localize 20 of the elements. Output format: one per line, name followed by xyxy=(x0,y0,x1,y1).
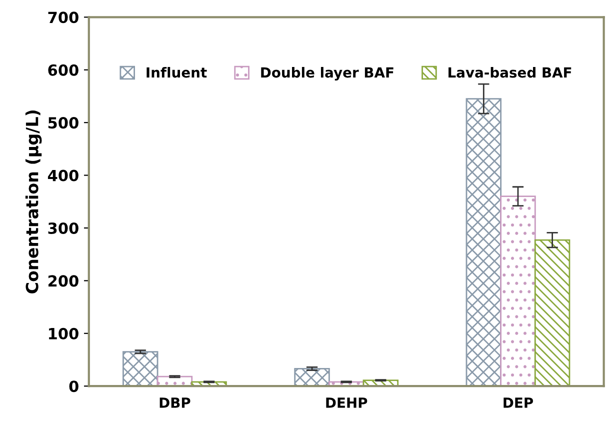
y-tick-label: 700 xyxy=(48,12,78,24)
legend-label: Lava-based BAF xyxy=(448,66,572,78)
y-tick-label: 200 xyxy=(48,275,78,287)
y-tick-label: 100 xyxy=(48,328,78,340)
bar xyxy=(122,351,158,386)
x-tick-label: DBP xyxy=(160,398,190,408)
y-tick-label: 300 xyxy=(48,222,78,234)
y-tick-label: 600 xyxy=(48,64,78,76)
legend-label: Influent xyxy=(146,66,207,78)
bar xyxy=(534,239,570,386)
y-axis-title: Conentration (μg/L) xyxy=(25,110,42,294)
x-tick-label: DEP xyxy=(504,398,534,408)
legend-label: Double layer BAF xyxy=(261,66,394,81)
x-tick-label: DEHP xyxy=(326,398,368,408)
y-tick-label: 0 xyxy=(69,380,78,392)
bar xyxy=(294,368,330,386)
y-tick-label: 400 xyxy=(48,170,78,182)
bar xyxy=(466,98,502,386)
bar xyxy=(500,196,536,386)
y-tick-label: 500 xyxy=(48,117,78,129)
